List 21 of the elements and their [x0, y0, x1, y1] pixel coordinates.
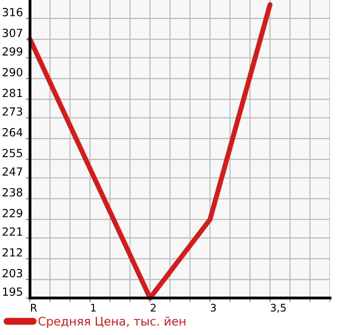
x-tick-label: 3: [210, 304, 216, 312]
x-tick-label: 2: [150, 304, 156, 312]
y-tick-label: 247: [2, 167, 22, 176]
x-tick-label: 3,5: [270, 304, 286, 313]
y-tick-label: 238: [2, 188, 22, 197]
y-tick-label: 281: [2, 88, 22, 98]
x-tick-label: 1: [91, 304, 96, 312]
y-tick-label: 229: [2, 208, 22, 218]
y-tick-label: 195: [3, 287, 22, 296]
y-tick-label: 307: [2, 28, 22, 38]
y-tick-label: 203: [2, 268, 22, 278]
legend-label: Средняя Цена, тыс. йен: [38, 316, 186, 328]
y-tick-label: 299: [2, 47, 22, 56]
x-tick-label: R: [31, 304, 37, 312]
y-tick-label: 255: [2, 148, 22, 158]
y-tick-label: 212: [2, 248, 22, 256]
y-tick-label: 221: [2, 227, 22, 236]
y-tick-label: 290: [2, 68, 22, 76]
y-tick-label: 264: [2, 128, 22, 136]
y-tick-label: 316: [2, 8, 22, 16]
y-tick-label: 273: [2, 107, 22, 116]
